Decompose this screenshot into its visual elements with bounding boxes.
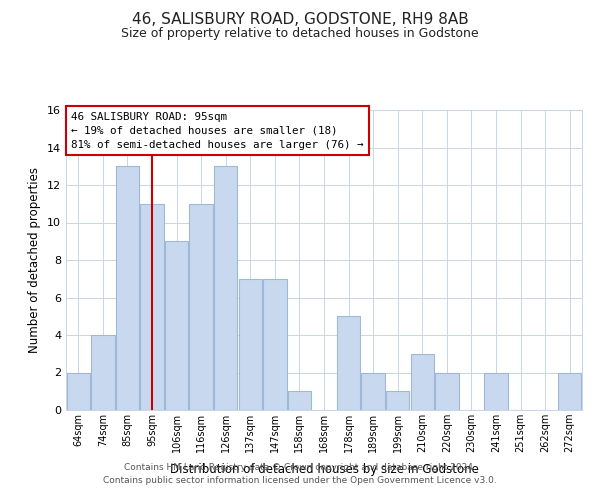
Bar: [410, 354, 434, 410]
Text: Contains HM Land Registry data © Crown copyright and database right 2024.: Contains HM Land Registry data © Crown c…: [124, 464, 476, 472]
Bar: [484, 372, 508, 410]
Text: 46, SALISBURY ROAD, GODSTONE, RH9 8AB: 46, SALISBURY ROAD, GODSTONE, RH9 8AB: [131, 12, 469, 28]
Bar: [67, 372, 90, 410]
Bar: [435, 372, 458, 410]
Bar: [288, 391, 311, 410]
Bar: [165, 242, 188, 410]
Bar: [239, 279, 262, 410]
Bar: [91, 335, 115, 410]
Bar: [263, 279, 287, 410]
Bar: [361, 372, 385, 410]
Bar: [386, 391, 409, 410]
Bar: [337, 316, 360, 410]
Bar: [214, 166, 238, 410]
Bar: [190, 204, 213, 410]
Y-axis label: Number of detached properties: Number of detached properties: [28, 167, 41, 353]
Text: Contains public sector information licensed under the Open Government Licence v3: Contains public sector information licen…: [103, 476, 497, 485]
Text: 46 SALISBURY ROAD: 95sqm
← 19% of detached houses are smaller (18)
81% of semi-d: 46 SALISBURY ROAD: 95sqm ← 19% of detach…: [71, 112, 364, 150]
Bar: [140, 204, 164, 410]
Text: Size of property relative to detached houses in Godstone: Size of property relative to detached ho…: [121, 28, 479, 40]
Bar: [116, 166, 139, 410]
Bar: [558, 372, 581, 410]
X-axis label: Distribution of detached houses by size in Godstone: Distribution of detached houses by size …: [170, 464, 478, 476]
